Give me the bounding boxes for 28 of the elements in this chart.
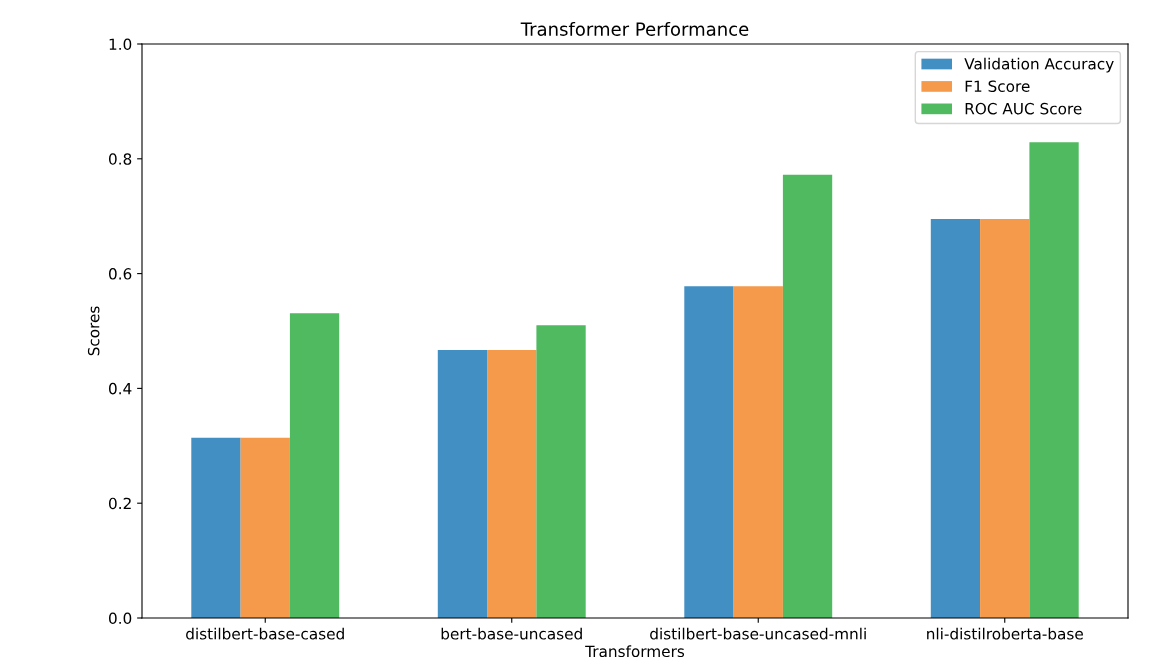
y-tick-label: 0.8 — [108, 153, 132, 165]
legend-label: ROC AUC Score — [965, 102, 1082, 115]
y-axis-title: Scores — [87, 306, 100, 356]
chart-title: Transformer Performance — [520, 21, 749, 36]
x-axis-title: Transformers — [585, 645, 685, 658]
y-tick-label: 0.2 — [108, 497, 131, 510]
bar — [437, 349, 488, 618]
legend-label: F1 Score — [965, 80, 1030, 92]
y-tick-label: 0.4 — [108, 382, 132, 395]
bar — [487, 349, 537, 618]
bar — [930, 219, 981, 618]
bar — [240, 437, 290, 618]
x-tick-label: bert-base-uncased — [441, 627, 582, 640]
legend-label: Validation Accuracy — [964, 57, 1114, 73]
bar — [782, 174, 833, 618]
y-tick-label: 0.6 — [108, 268, 132, 280]
bar — [1029, 142, 1079, 618]
x-tick-label: distilbert-base-uncased-mnli — [650, 627, 866, 640]
bar — [289, 313, 340, 618]
x-tick-label: distilbert-base-cased — [186, 627, 344, 640]
x-tick-label: nli-distilroberta-base — [927, 627, 1083, 640]
bar — [980, 219, 1030, 618]
bar — [536, 325, 586, 618]
y-tick-label: 1.0 — [109, 38, 132, 51]
bar — [733, 286, 783, 618]
y-tick-label: 0.0 — [108, 612, 132, 625]
bar — [191, 437, 241, 618]
bar — [684, 286, 734, 618]
